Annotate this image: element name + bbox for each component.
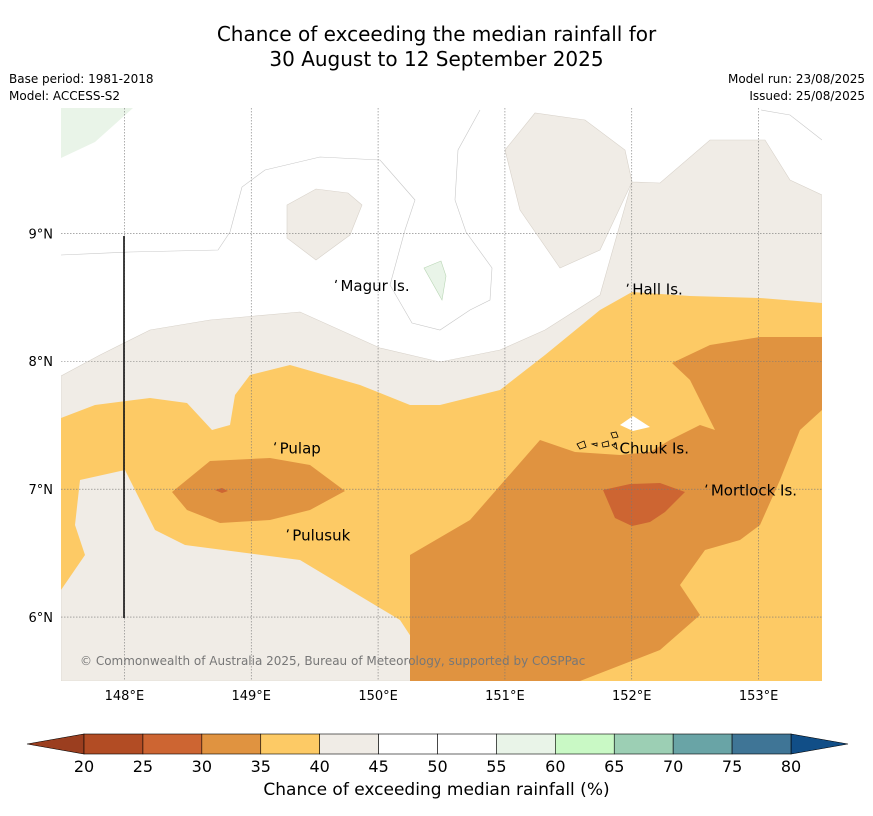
lon-tick-label: 151°E bbox=[485, 689, 525, 704]
colorbar-bin bbox=[83, 733, 144, 755]
place-markers: Magur Is. Hall Is. Pulap Chuuk Is. Mortlock … bbox=[274, 277, 797, 544]
title-line-1: Chance of exceeding the median rainfall … bbox=[216, 22, 657, 46]
field-30-35-west bbox=[172, 458, 345, 523]
colorbar-tick-label: 25 bbox=[133, 757, 153, 776]
colorbar-tick-label: 55 bbox=[486, 757, 506, 776]
colorbar-tick-label: 60 bbox=[545, 757, 565, 776]
colorbar-over-arrow bbox=[790, 733, 849, 755]
field-55-60-nw bbox=[61, 108, 133, 158]
meta-left: Base period: 1981-2018 Model: ACCESS-S2 bbox=[9, 71, 154, 105]
colorbar-tick-label: 80 bbox=[781, 757, 801, 776]
chuuk-atoll-outline bbox=[576, 431, 619, 450]
colorbar-bin bbox=[260, 733, 320, 755]
colorbar-tick-label: 30 bbox=[192, 757, 212, 776]
colorbar-under-arrow bbox=[26, 733, 85, 755]
place-marker bbox=[274, 442, 277, 446]
lat-tick-label: 6°N bbox=[29, 611, 54, 626]
lon-tick-label: 153°E bbox=[739, 689, 779, 704]
colorbar-tick-label: 45 bbox=[368, 757, 388, 776]
colorbar-bin bbox=[378, 733, 438, 755]
lat-tick-label: 7°N bbox=[29, 483, 54, 498]
place-marker bbox=[613, 442, 617, 446]
place-marker bbox=[334, 279, 338, 284]
lat-tick-label: 9°N bbox=[29, 227, 54, 242]
colorbar-tick-label: 20 bbox=[74, 757, 94, 776]
lat-tick-label: 8°N bbox=[29, 355, 54, 370]
colorbar-bin bbox=[731, 733, 792, 755]
colorbar-tick-label: 50 bbox=[427, 757, 447, 776]
place-marker bbox=[626, 283, 629, 287]
field-25-30 bbox=[603, 483, 685, 526]
colorbar-bin bbox=[319, 733, 379, 755]
place-label: Pulap bbox=[280, 439, 321, 457]
axis-labels: 148°E 149°E 150°E 151°E 152°E 153°E 6°N 7°N 8°N 9… bbox=[29, 227, 779, 704]
place-marker bbox=[705, 484, 708, 488]
contour-line-1 bbox=[61, 109, 493, 331]
place-label: Hall Is. bbox=[632, 281, 683, 299]
colorbar-bin bbox=[437, 733, 497, 755]
title-line-2: 30 August to 12 September 2025 bbox=[269, 47, 604, 71]
model-label: Model: ACCESS-S2 bbox=[9, 89, 121, 103]
colorbar-tick-label: 75 bbox=[722, 757, 742, 776]
issued-label: Issued: 25/08/2025 bbox=[749, 89, 865, 103]
place-marker bbox=[286, 529, 289, 533]
meta-right: Model run: 23/08/2025 Issued: 25/08/2025 bbox=[728, 71, 865, 105]
lon-tick-label: 149°E bbox=[231, 689, 271, 704]
contour-line-2 bbox=[760, 109, 822, 141]
chart-title: Chance of exceeding the median rainfall … bbox=[0, 22, 873, 72]
colorbar-tick-label: 35 bbox=[251, 757, 271, 776]
field-55-60-center bbox=[423, 260, 447, 301]
colorbar: 20 25 30 35 40 45 50 55 60 65 70 75 80 bbox=[26, 733, 849, 776]
base-period-label: Base period: 1981-2018 bbox=[9, 72, 154, 86]
map-fields: Magur Is. Hall Is. Pulap Chuuk Is. Mortlock … bbox=[61, 108, 822, 681]
field-40-45-top bbox=[504, 112, 633, 269]
lon-tick-label: 150°E bbox=[358, 689, 398, 704]
model-run-label: Model run: 23/08/2025 bbox=[727, 72, 865, 86]
colorbar-tick-label: 40 bbox=[309, 757, 329, 776]
place-label: Chuuk Is. bbox=[620, 439, 689, 457]
place-label: Pulusuk bbox=[292, 526, 350, 544]
colorbar-bin bbox=[142, 733, 203, 755]
colorbar-bin bbox=[613, 733, 674, 755]
copyright-text: © Commonwealth of Australia 2025, Bureau… bbox=[80, 654, 585, 668]
colorbar-tick-label: 65 bbox=[604, 757, 624, 776]
lon-tick-label: 152°E bbox=[612, 689, 652, 704]
colorbar-bin bbox=[496, 733, 556, 755]
colorbar-bin bbox=[555, 733, 615, 755]
place-label: Mortlock Is. bbox=[711, 482, 797, 500]
field-45-55-hole bbox=[620, 416, 650, 431]
place-label: Magur Is. bbox=[340, 277, 409, 295]
field-40-45-island bbox=[286, 188, 363, 261]
colorbar-bin bbox=[672, 733, 733, 755]
colorbar-title: Chance of exceeding median rainfall (%) bbox=[263, 780, 610, 800]
lon-tick-label: 148°E bbox=[105, 689, 145, 704]
colorbar-tick-label: 70 bbox=[663, 757, 683, 776]
colorbar-bin bbox=[201, 733, 262, 755]
